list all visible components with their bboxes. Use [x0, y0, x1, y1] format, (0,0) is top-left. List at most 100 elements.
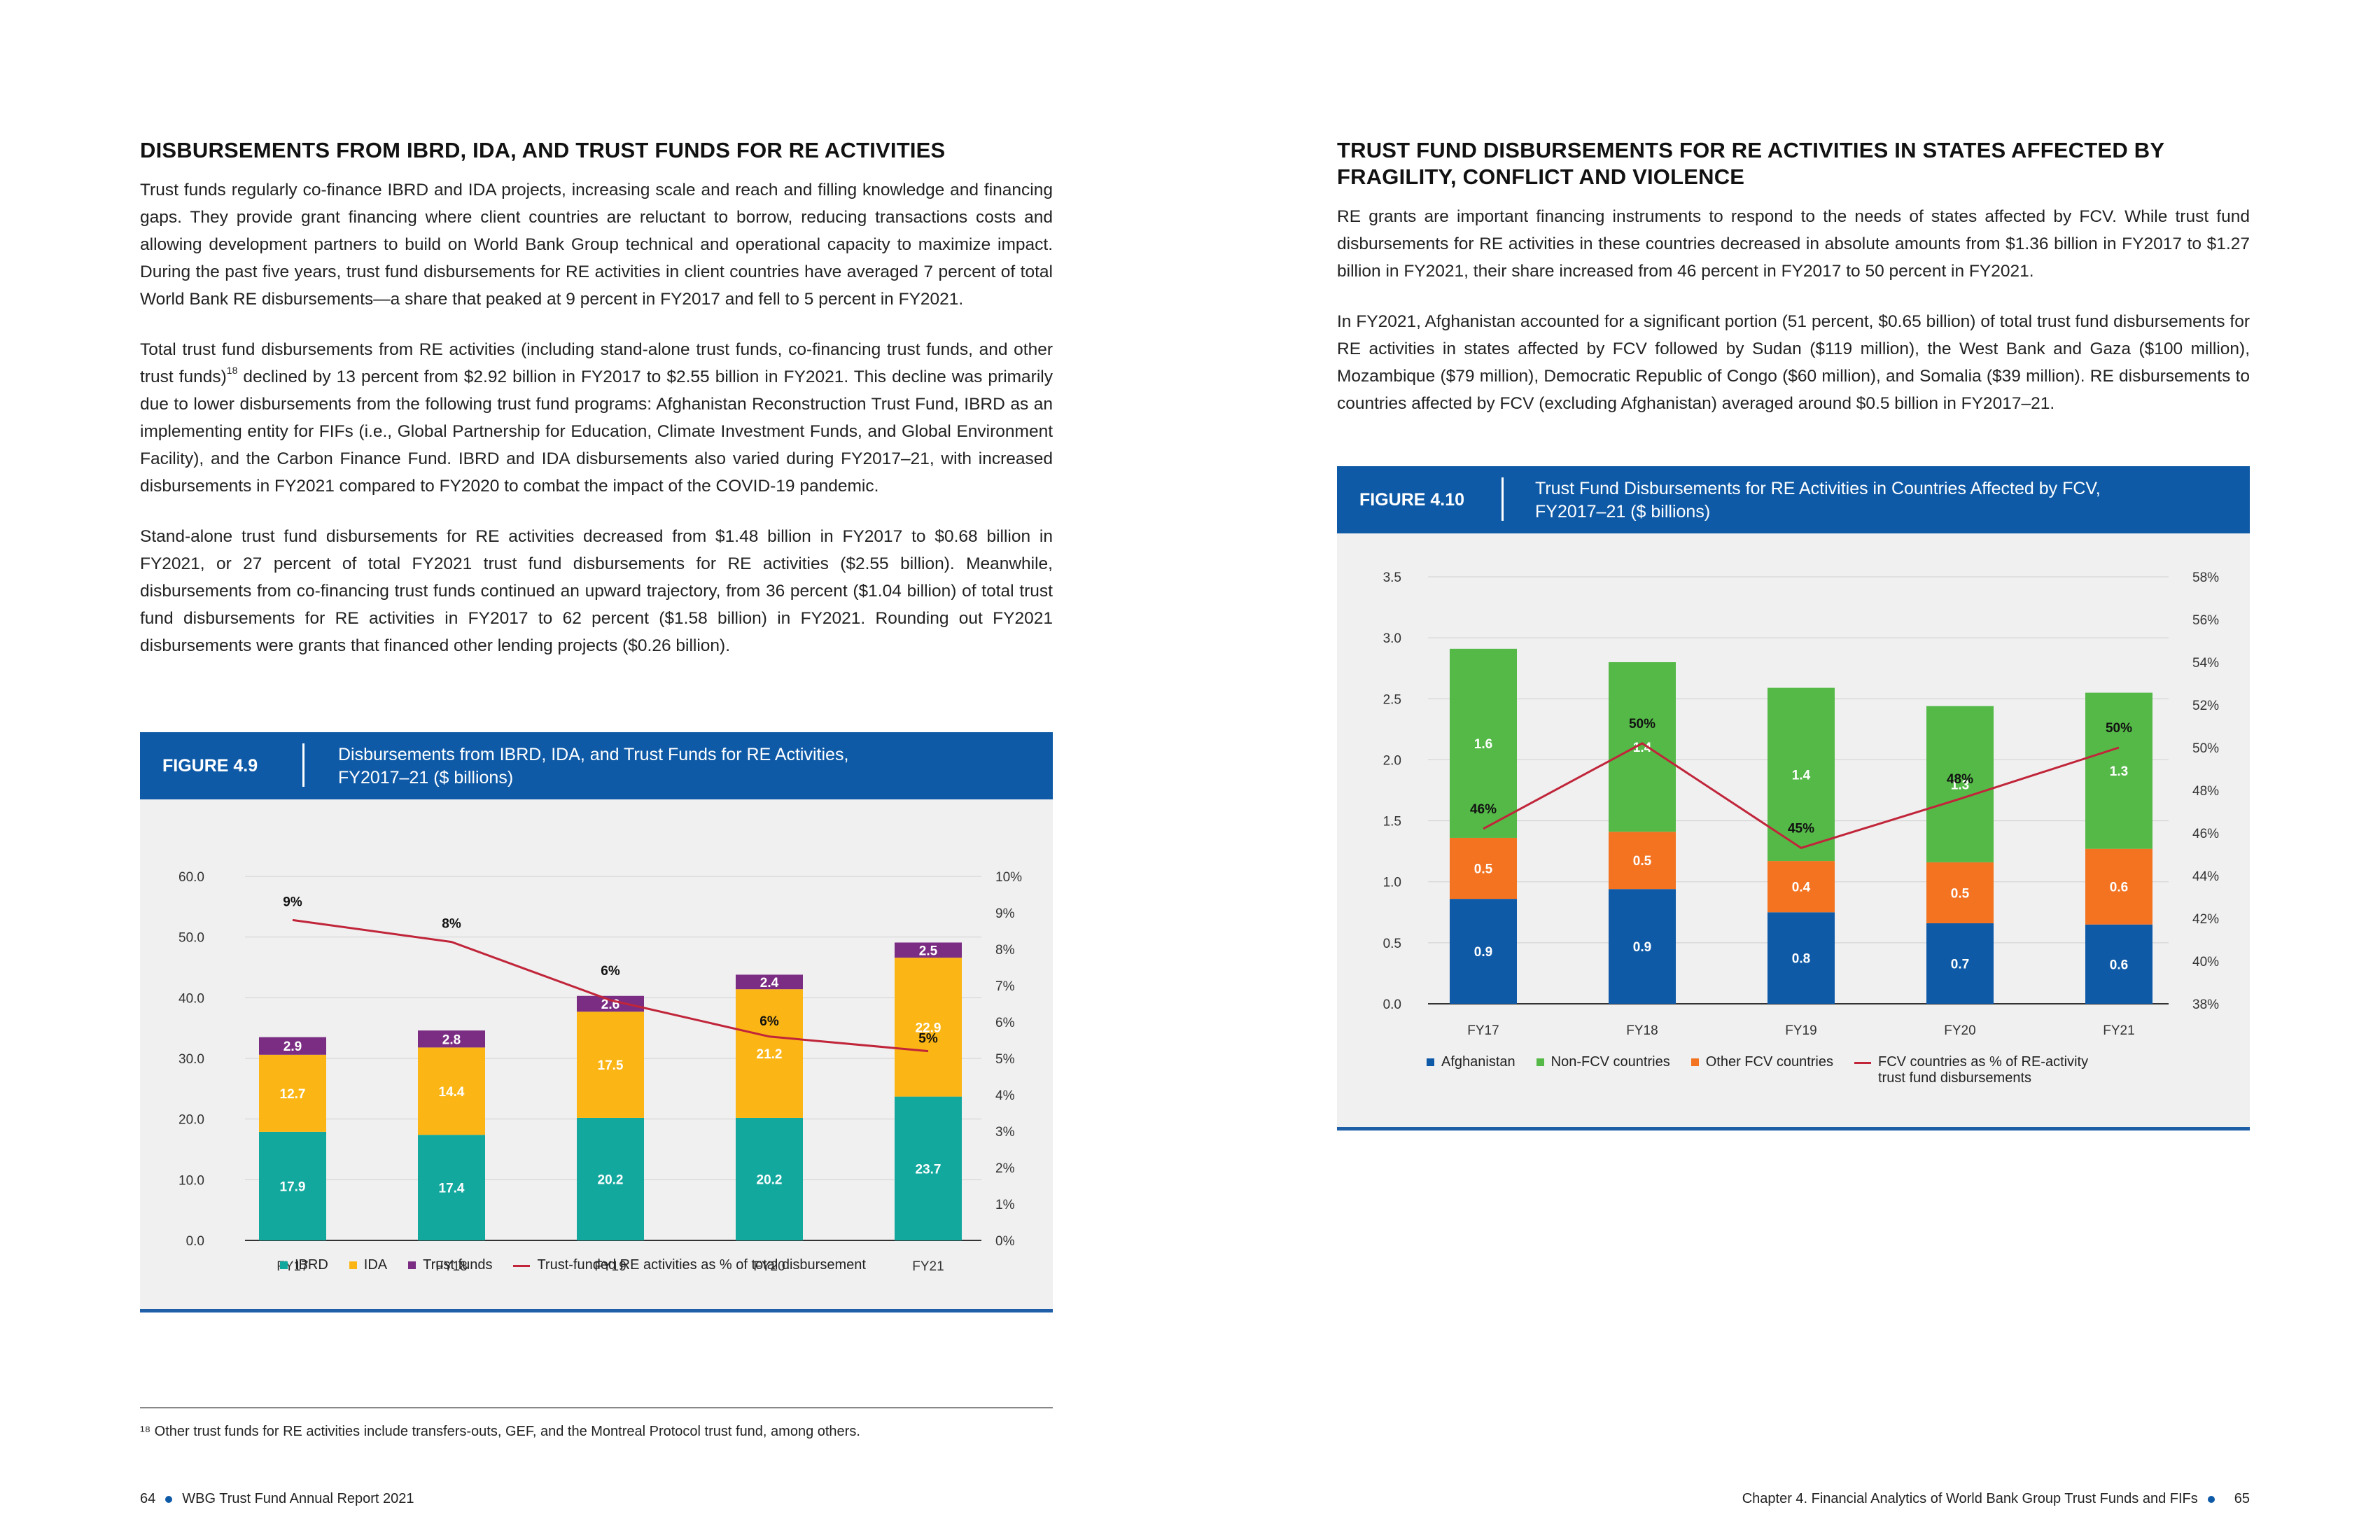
y2-tick-label: 44% — [2192, 869, 2219, 884]
y2-tick-label: 6% — [995, 1016, 1015, 1030]
footnote-divider — [140, 1407, 1053, 1408]
legend-item-trust-funds: Trust funds — [408, 1257, 492, 1273]
data-label: 0.7 — [1951, 957, 1969, 972]
y-tick-label: 3.0 — [1383, 631, 1401, 646]
data-label: 1.6 — [1474, 737, 1492, 752]
data-label: 22.9 — [916, 1021, 941, 1035]
data-label: 1.3 — [2110, 764, 2128, 779]
paragraph: Total trust fund disbursements from RE a… — [140, 336, 1053, 500]
line-data-label: 6% — [760, 1014, 779, 1029]
swatch — [408, 1261, 416, 1269]
bar-segment — [1768, 912, 1835, 1004]
swatch — [1536, 1058, 1544, 1066]
section-heading-disbursements: DISBURSEMENTS FROM IBRD, IDA, AND TRUST … — [140, 138, 946, 162]
line-data-label: 50% — [1629, 717, 1656, 732]
x-tick-label: FY21 — [912, 1259, 944, 1274]
paragraph-text: declined by 13 percent from $2.92 billio… — [140, 368, 1053, 496]
divider — [302, 743, 304, 787]
legend-label: Trust funds — [423, 1257, 493, 1273]
bar-segment — [736, 989, 803, 1118]
bar-segment — [1609, 662, 1676, 832]
data-label: 0.6 — [2110, 958, 2128, 972]
y2-tick-label: 40% — [2192, 955, 2219, 969]
line-data-label: 6% — [601, 964, 620, 979]
swatch — [349, 1261, 357, 1269]
bar-segment — [418, 1030, 485, 1048]
figure-header: FIGURE 4.10 Trust Fund Disbursements for… — [1337, 466, 2250, 533]
y2-tick-label: 42% — [2192, 912, 2219, 927]
bullet-icon — [165, 1495, 173, 1503]
legend-label: FCV countries as % of RE-activity trust f… — [1878, 1054, 2088, 1086]
y-tick-label: 30.0 — [178, 1052, 204, 1067]
page-number: 64 — [140, 1491, 156, 1506]
swatch — [280, 1261, 288, 1269]
legend-item-ibrd: IBRD — [280, 1257, 328, 1273]
paragraph: Trust funds regularly co-finance IBRD an… — [140, 181, 1053, 309]
chart-legend: Afghanistan Non-FCV countries Other FCV … — [1427, 1054, 2088, 1086]
data-label: 23.7 — [916, 1162, 941, 1177]
legend-label: Non-FCV countries — [1550, 1054, 1670, 1070]
figure-title: Trust Fund Disbursements for RE Activiti… — [1535, 477, 2101, 524]
y-tick-label: 10.0 — [178, 1173, 204, 1188]
y-tick-label: 20.0 — [178, 1113, 204, 1128]
chart-4-9: 0.0 10.0 20.0 30.0 40.0 50.0 60.0 0% 1% 2% 3% 4% 5% 6… — [178, 870, 1022, 1274]
legend-label: Trust-funded RE activities as % of total… — [537, 1257, 866, 1273]
data-label: 2.5 — [919, 944, 938, 958]
figure-title-line: Trust Fund Disbursements for RE Activiti… — [1535, 479, 2101, 498]
legend-label: IBRD — [295, 1257, 328, 1273]
y2-tick-label: 3% — [995, 1125, 1015, 1140]
footnote-ref[interactable]: 18 — [226, 365, 238, 376]
bar-segment — [259, 1131, 326, 1240]
data-label: 1.3 — [1951, 778, 1969, 792]
figure-4-10: FIGURE 4.10 Trust Fund Disbursements for… — [1337, 466, 2250, 1130]
line-data-label: 9% — [283, 895, 302, 909]
x-tick-label: FY20 — [1944, 1023, 1975, 1038]
figure-title-line: FY2017–21 ($ billions) — [338, 768, 514, 788]
bar-segment — [2085, 848, 2152, 925]
bar-segment — [736, 974, 803, 990]
left-column: DISBURSEMENTS FROM IBRD, IDA, AND TRUST … — [140, 137, 1053, 682]
data-label: 0.5 — [1633, 854, 1652, 869]
figure-title-line: FY2017–21 ($ billions) — [1535, 502, 1711, 522]
legend-item-afghanistan: Afghanistan — [1427, 1054, 1516, 1070]
series-line — [1483, 742, 2120, 849]
y2-tick-label: 2% — [995, 1161, 1015, 1176]
running-title: WBG Trust Fund Annual Report 2021 — [182, 1491, 414, 1506]
x-tick-label: FY17 — [1467, 1023, 1499, 1038]
bar-segment — [1926, 706, 1994, 862]
paragraph: In FY2021, Afghanistan accounted for a s… — [1337, 312, 2250, 413]
line-data-label: 48% — [1947, 772, 1973, 787]
series-line — [292, 918, 929, 1053]
legend-label: Afghanistan — [1441, 1054, 1516, 1070]
bar-segment — [1926, 923, 1994, 1004]
legend-label-line: trust fund disbursements — [1878, 1070, 2031, 1086]
y-tick-label: 1.0 — [1383, 876, 1401, 890]
bar-segment — [2085, 924, 2152, 1004]
data-label: 1.4 — [1633, 741, 1652, 755]
y2-tick-label: 38% — [2192, 997, 2219, 1012]
data-label: 1.4 — [1792, 768, 1811, 783]
y2-tick-label: 52% — [2192, 699, 2219, 713]
x-tick-label: FY18 — [1626, 1023, 1658, 1038]
legend-label-line: FCV countries as % of RE-activity — [1878, 1054, 2089, 1070]
data-label: 17.4 — [439, 1182, 465, 1196]
bar-segment — [1450, 648, 1517, 838]
legend-item-other-fcv: Other FCV countries — [1690, 1054, 1833, 1070]
bar-segment — [577, 995, 644, 1012]
legend-item-ida: IDA — [349, 1257, 387, 1273]
bar-segment — [418, 1135, 485, 1240]
page-number: 65 — [2234, 1491, 2250, 1506]
y2-tick-label: 50% — [2192, 741, 2219, 756]
figure-header: FIGURE 4.9 Disbursements from IBRD, IDA,… — [140, 732, 1053, 799]
data-label: 2.4 — [760, 976, 779, 990]
swatch-line — [1854, 1062, 1871, 1064]
data-label: 20.2 — [757, 1172, 783, 1187]
data-label: 2.8 — [442, 1032, 461, 1047]
x-tick-label: FY19 — [594, 1259, 626, 1274]
figure-title-line: Disbursements from IBRD, IDA, and Trust … — [338, 745, 849, 764]
line-data-label: 50% — [2106, 721, 2132, 736]
x-tick-label: FY19 — [1785, 1023, 1816, 1038]
chart-legend: IBRD IDA Trust funds Trust-funded RE act… — [280, 1257, 866, 1273]
bar-segment — [259, 1054, 326, 1132]
y2-tick-label: 56% — [2192, 613, 2219, 628]
